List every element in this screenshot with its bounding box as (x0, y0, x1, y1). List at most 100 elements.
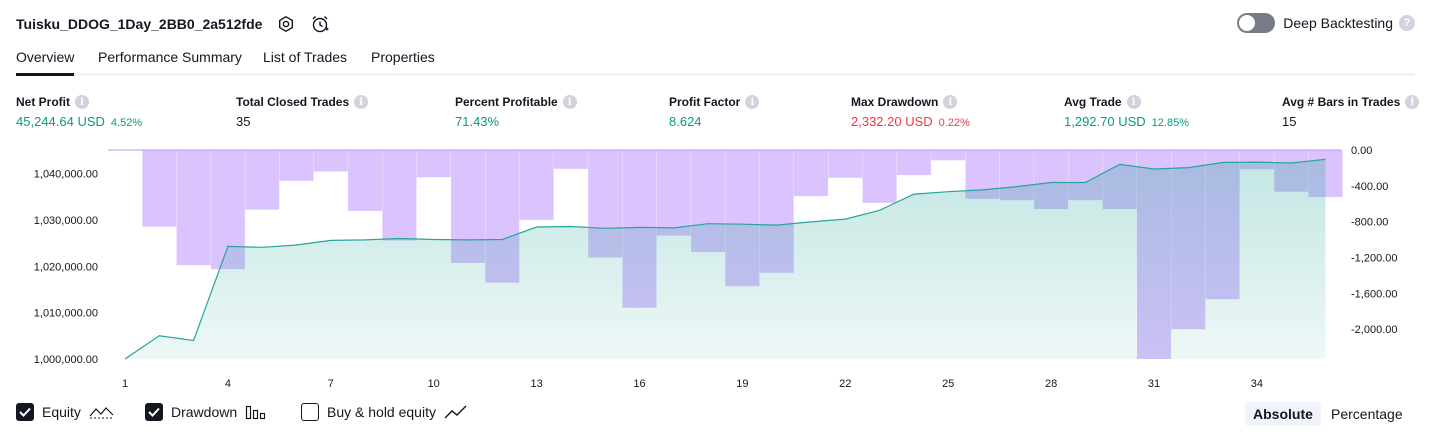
x-axis-tick: 31 (1148, 378, 1160, 390)
settings-icon[interactable] (276, 14, 296, 34)
drawdown-bar (382, 150, 417, 241)
metric-percent: 4.52% (110, 117, 143, 129)
metric-label: Max Drawdown (851, 95, 939, 109)
equity-line-icon (89, 404, 115, 420)
drawdown-bar (896, 150, 931, 176)
bar-chart-icon (245, 404, 267, 420)
left-axis-tick: 1,040,000.00 (34, 169, 98, 181)
tab-overview[interactable]: Overview (16, 49, 75, 76)
left-axis-tick: 1,030,000.00 (34, 215, 98, 227)
equity-line (124, 158, 1326, 360)
absolute-mode-button[interactable]: Absolute (1245, 402, 1321, 426)
right-axis-tick: -400.00 (1351, 181, 1388, 193)
drawdown-bar (931, 150, 966, 161)
x-axis-tick: 19 (736, 378, 748, 390)
legend-label: Buy & hold equity (327, 404, 436, 420)
drawdown-bar (416, 150, 451, 178)
drawdown-bar (553, 150, 588, 169)
left-axis-tick: 1,020,000.00 (34, 261, 98, 273)
legend-buy-hold[interactable]: Buy & hold equity (301, 403, 468, 421)
drawdown-bar (794, 150, 828, 197)
drawdown-bar (279, 150, 314, 181)
info-icon[interactable]: i (562, 95, 577, 109)
info-icon[interactable]: i (745, 95, 760, 109)
metric-profit-factor: Profit Factor i 8.624 (669, 94, 760, 129)
x-axis-tick: 7 (328, 378, 334, 390)
metric-value: 45,244.64 USD (16, 114, 105, 129)
drawdown-bar (176, 150, 211, 266)
right-axis-tick: 0.00 (1351, 145, 1372, 157)
drawdown-bar (245, 150, 280, 210)
deep-backtesting: Deep Backtesting ? (1237, 13, 1415, 33)
metric-percent: 0.22% (938, 117, 970, 129)
metric-label: Profit Factor (669, 95, 741, 109)
strategy-title: Tuisku_DDOG_1Day_2BB0_2a512fde (16, 16, 263, 32)
strategy-header: Tuisku_DDOG_1Day_2BB0_2a512fde (16, 12, 330, 36)
deep-backtesting-toggle[interactable] (1237, 13, 1276, 33)
tab-performance-summary[interactable]: Performance Summary (98, 49, 242, 65)
chart-axes: 1,040,000.00 1,030,000.00 1,020,000.00 1,01… (34, 145, 1398, 390)
x-axis-tick: 28 (1045, 378, 1057, 390)
drawdown-bar (519, 150, 554, 220)
info-icon[interactable]: i (354, 95, 369, 109)
x-axis-tick: 10 (428, 378, 440, 390)
equity-area (124, 158, 1326, 360)
info-icon[interactable]: i (1126, 95, 1141, 109)
checkbox-buy-hold[interactable] (301, 403, 319, 421)
metric-value: 8.624 (669, 114, 702, 129)
left-axis-tick: 1,010,000.00 (34, 308, 98, 320)
tab-properties[interactable]: Properties (371, 49, 435, 65)
help-icon[interactable]: ? (1399, 15, 1415, 31)
legend-drawdown[interactable]: Drawdown (145, 403, 267, 421)
right-axis-tick: -800.00 (1351, 217, 1388, 229)
drawdown-bar (313, 150, 348, 172)
metric-value: 15 (1282, 114, 1297, 129)
info-icon[interactable]: i (1405, 95, 1420, 109)
checkbox-drawdown[interactable] (145, 403, 163, 421)
metric-total-closed-trades: Total Closed Trades i 35 (236, 94, 369, 129)
info-icon[interactable]: i (943, 95, 958, 109)
metric-value: 35 (236, 114, 251, 129)
info-icon[interactable]: i (75, 95, 89, 109)
drawdown-bar (828, 150, 863, 178)
report-tabs: Overview Performance Summary List of Tra… (16, 44, 1415, 76)
alert-clock-icon[interactable] (310, 14, 330, 34)
x-axis-tick: 25 (942, 378, 954, 390)
metric-percent-profitable: Percent Profitable i 71.43% (455, 94, 577, 129)
metric-avg-bars-in-trades: Avg # Bars in Trades i 15 (1282, 94, 1420, 129)
metric-label: Total Closed Trades (236, 95, 350, 109)
metric-label: Net Profit (16, 95, 70, 109)
x-axis-tick: 34 (1251, 378, 1263, 390)
left-axis-tick: 1,000,000.00 (34, 354, 98, 366)
x-axis-tick: 16 (633, 378, 645, 390)
right-axis-tick: -1,600.00 (1351, 288, 1397, 300)
metric-value: 2,332.20 USD (851, 114, 933, 129)
right-axis-tick: -2,000.00 (1351, 324, 1397, 336)
legend-label: Drawdown (171, 404, 238, 420)
x-axis-tick: 13 (530, 378, 542, 390)
right-axis-tick: -1,200.00 (1351, 253, 1397, 265)
equity-drawdown-chart[interactable]: 1,040,000.00 1,030,000.00 1,020,000.00 1,01… (0, 140, 1431, 398)
metric-net-profit: Net Profit i 45,244.64 USD 4.52% (16, 94, 142, 129)
metric-max-drawdown: Max Drawdown i 2,332.20 USD 0.22% (851, 94, 970, 129)
legend-equity[interactable]: Equity (16, 403, 115, 421)
tab-list-of-trades[interactable]: List of Trades (263, 49, 348, 65)
x-axis-tick: 1 (122, 378, 128, 390)
trend-line-icon (444, 404, 468, 420)
metric-value: 71.43% (455, 114, 500, 129)
checkbox-equity[interactable] (16, 403, 34, 421)
metric-percent: 12.85% (1151, 117, 1189, 129)
metric-label: Avg Trade (1064, 95, 1122, 109)
legend-label: Equity (42, 404, 81, 420)
metric-label: Percent Profitable (455, 95, 558, 109)
equity-area-fill (125, 159, 1326, 359)
x-axis-tick: 22 (839, 378, 851, 390)
deep-backtesting-label: Deep Backtesting (1283, 15, 1393, 31)
drawdown-bar (656, 150, 691, 236)
metric-value: 1,292.70 USD (1064, 114, 1146, 129)
percentage-mode-button[interactable]: Percentage (1331, 406, 1403, 422)
metric-label: Avg # Bars in Trades (1282, 95, 1401, 109)
x-axis-tick: 4 (225, 378, 231, 390)
metric-avg-trade: Avg Trade i 1,292.70 USD 12.85% (1064, 94, 1189, 129)
drawdown-bar (862, 150, 897, 203)
